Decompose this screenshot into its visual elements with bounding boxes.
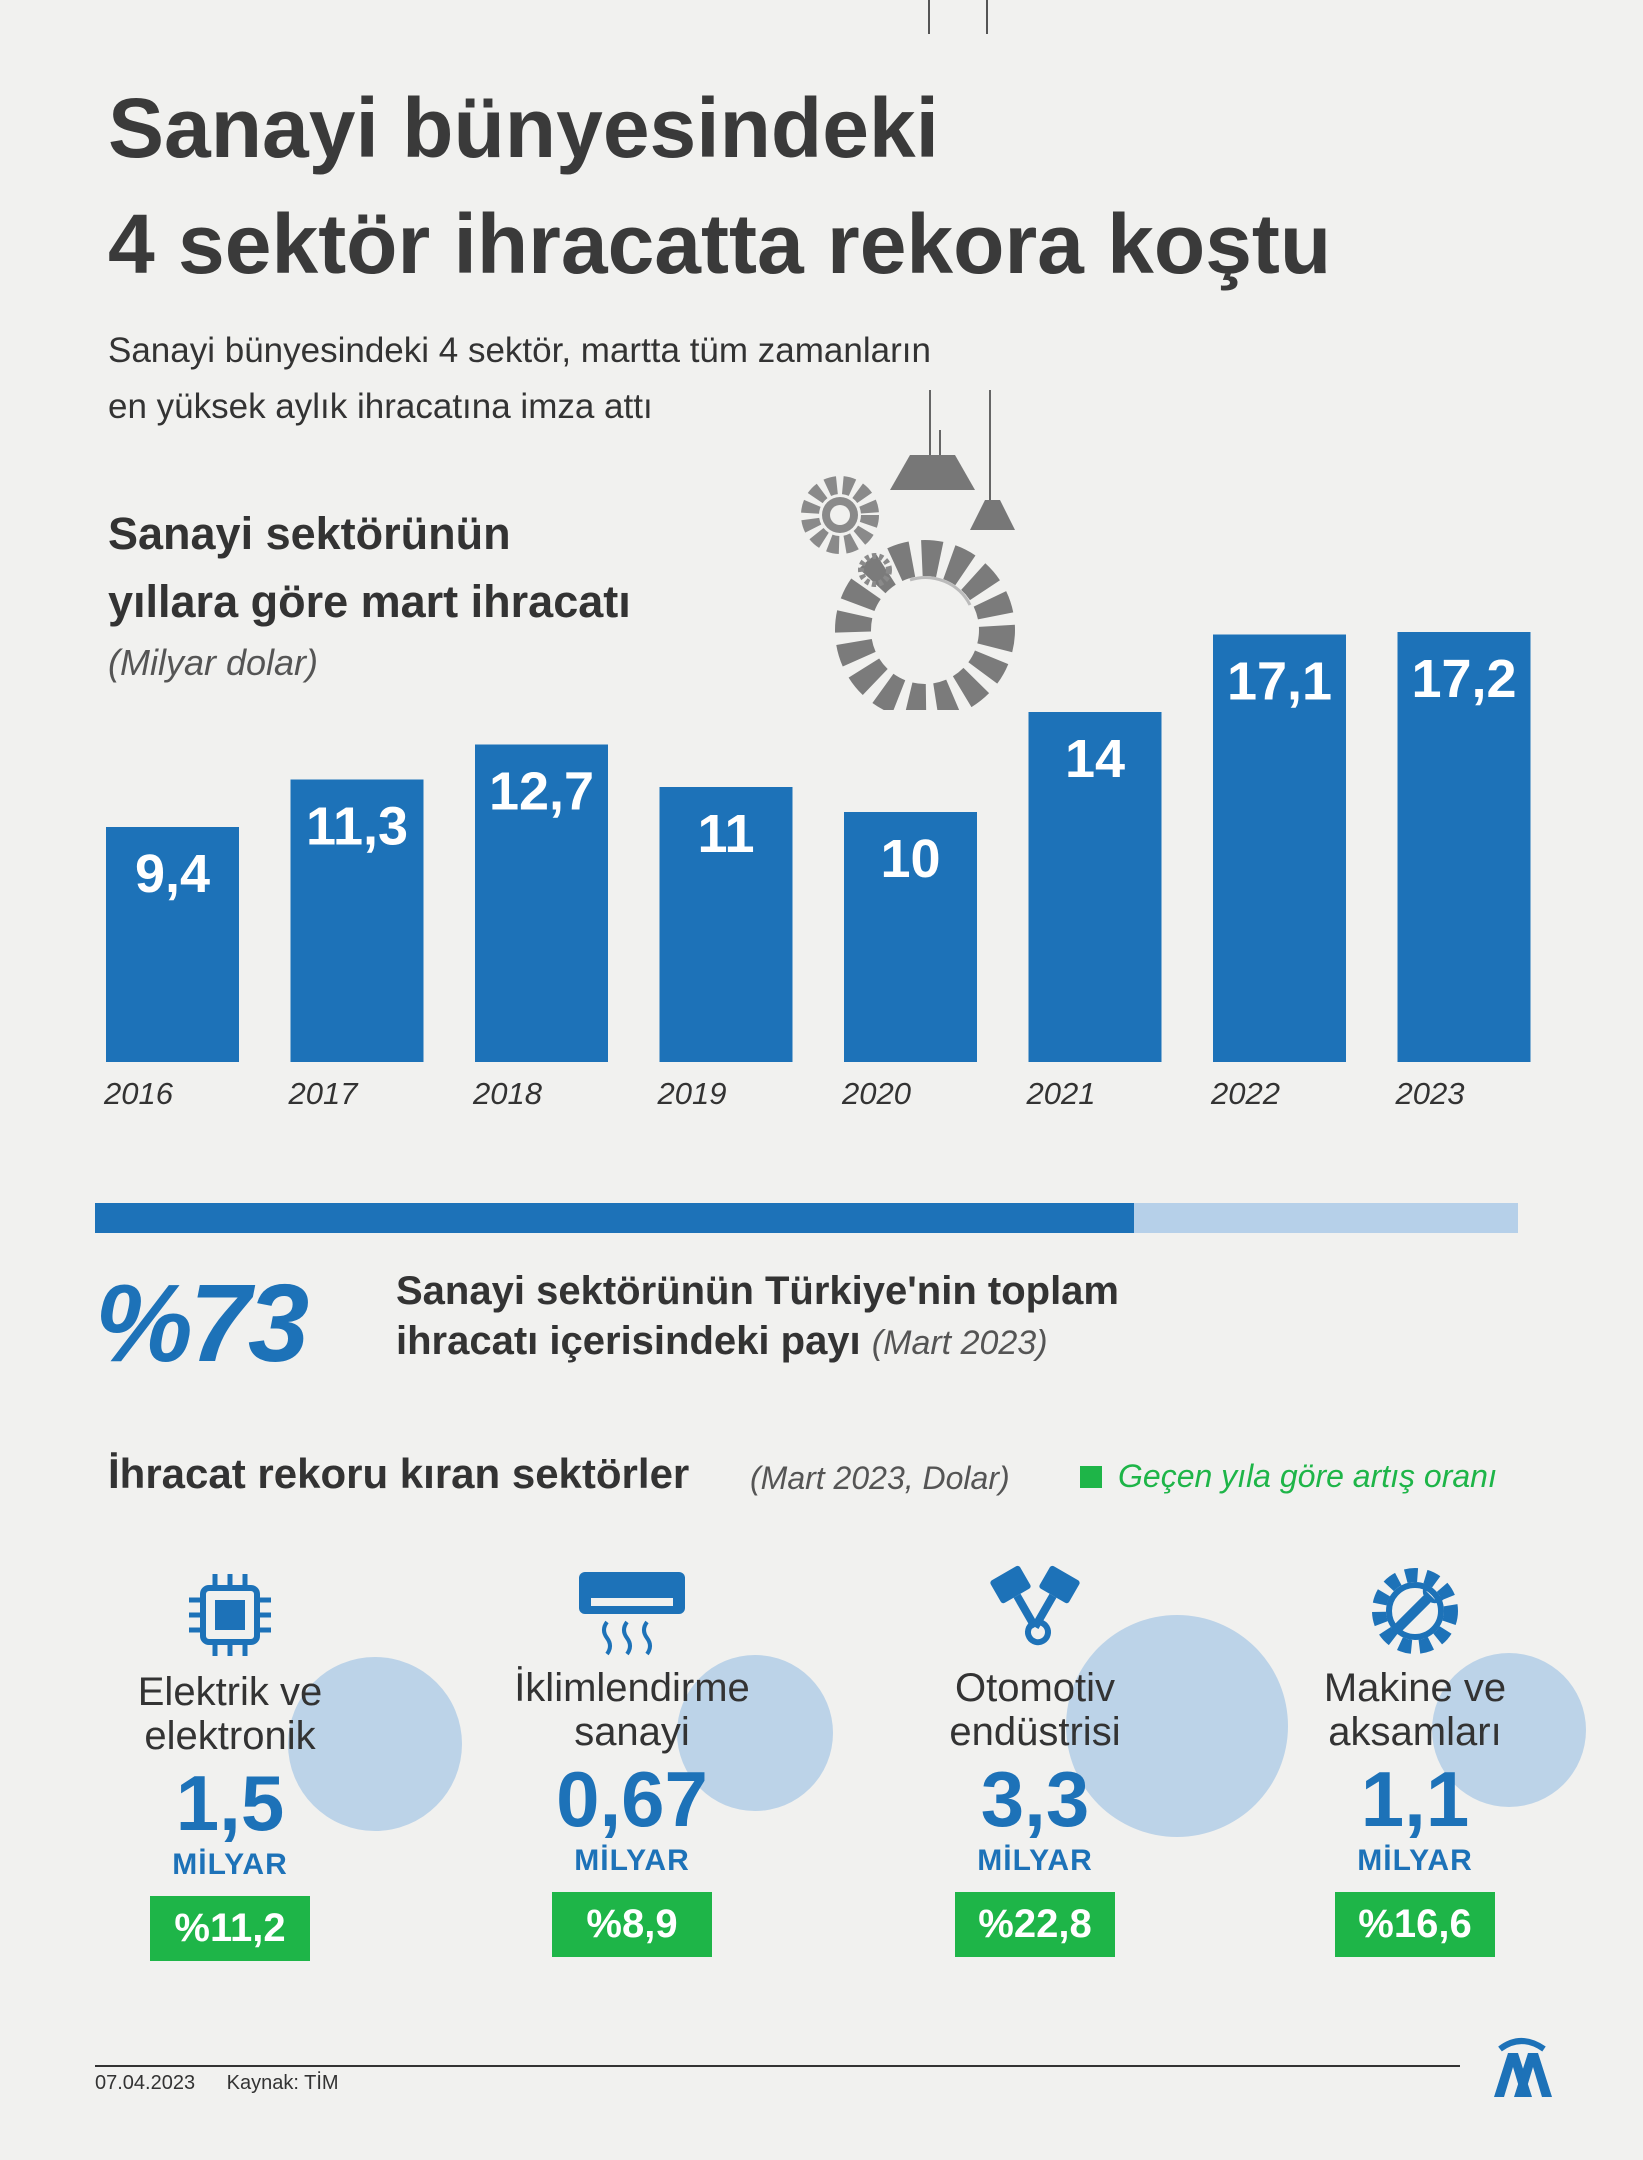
share-desc-note: (Mart 2023) — [871, 1324, 1048, 1362]
chart-unit: (Milyar dolar) — [108, 642, 319, 683]
share-percentage: %73 — [95, 1262, 309, 1385]
air-conditioner-icon — [492, 1556, 772, 1666]
bar-2019 — [659, 787, 793, 1062]
sector-card-automotive: Otomotiv endüstrisi 3,3 MİLYAR %22,8 — [895, 1556, 1175, 1957]
decorative-bubble — [1066, 1615, 1288, 1837]
sector-unit: MİLYAR — [1357, 1844, 1473, 1877]
bar-2021 — [1028, 712, 1162, 1062]
sector-name-line: Otomotiv — [954, 1666, 1116, 1710]
bar-value-label: 11 — [697, 804, 754, 864]
legend: Geçen yıla göre artış oranı — [1080, 1458, 1497, 1495]
bar-2020 — [844, 812, 977, 1062]
x-tick-label: 2021 — [1026, 1076, 1096, 1111]
sector-name: İklimlendirme sanayi — [492, 1666, 772, 1754]
sectors-note: (Mart 2023, Dolar) — [750, 1460, 1010, 1496]
decorative-bubble — [1432, 1653, 1586, 1807]
sector-unit: MİLYAR — [574, 1844, 690, 1877]
footer-date: 07.04.2023 — [95, 2072, 196, 2094]
legend-swatch — [1080, 1465, 1102, 1488]
sector-name-line: Makine ve — [1323, 1666, 1507, 1710]
x-tick-label: 2022 — [1210, 1076, 1280, 1111]
chip-icon — [90, 1560, 370, 1670]
x-tick-label: 2020 — [841, 1076, 911, 1111]
footer-source: Kaynak: TİM — [226, 2072, 339, 2094]
share-desc-line: ihracatı içerisindeki payı — [396, 1319, 861, 1363]
hanging-line — [928, 0, 930, 34]
sector-unit: MİLYAR — [172, 1848, 288, 1881]
bar-chart: 9,4 2016 11,3 2017 12,7 2018 11 2019 10 2020 14 202… — [103, 632, 1531, 1111]
aa-logo-icon — [1494, 2038, 1552, 2097]
bar-2017 — [290, 779, 424, 1062]
gears-icon — [801, 390, 1015, 710]
title-line: Sanayi bünyesindeki — [108, 81, 939, 175]
sector-change-badge: %16,6 — [1335, 1892, 1495, 1957]
page-subtitle: Sanayi bünyesindeki 4 sektör, martta tüm… — [108, 323, 931, 435]
sector-name-line: aksamları — [1328, 1710, 1502, 1754]
bar-value-label: 17,2 — [1411, 649, 1516, 709]
sector-card-hvac: İklimlendirme sanayi 0,67 MİLYAR %8,9 — [492, 1556, 772, 1957]
sector-change-badge: %8,9 — [552, 1892, 712, 1957]
sector-value: 3,3 — [980, 1755, 1090, 1843]
sector-value: 0,67 — [556, 1755, 708, 1843]
sectors-title: İhracat rekoru kıran sektörler — [108, 1450, 690, 1497]
x-tick-label: 2017 — [288, 1076, 360, 1111]
decorative-bubble — [288, 1657, 462, 1831]
bar-value-label: 17,1 — [1227, 652, 1332, 712]
chart-title-line: yıllara göre mart ihracatı — [108, 576, 631, 627]
sector-unit: MİLYAR — [977, 1844, 1093, 1877]
sector-name-line: Elektrik ve — [137, 1670, 323, 1714]
share-desc-line: Sanayi sektörünün Türkiye'nin toplam — [396, 1269, 1119, 1313]
hanging-line — [986, 0, 988, 34]
bar-2022 — [1213, 634, 1346, 1062]
page-title: Sanayi bünyesindeki 4 sektör ihracatta r… — [108, 70, 1331, 302]
footer-divider — [95, 2065, 1460, 2067]
share-progress-fill — [95, 1203, 1134, 1233]
decorative-bubble — [677, 1655, 833, 1811]
sector-name-line: sanayi — [574, 1710, 690, 1754]
bar-value-label: 9,4 — [135, 844, 210, 904]
subtitle-line: Sanayi bünyesindeki 4 sektör, martta tüm… — [108, 331, 931, 370]
legend-label: Geçen yıla göre artış oranı — [1118, 1458, 1497, 1494]
sector-change-badge: %22,8 — [955, 1892, 1115, 1957]
chart-title-line: Sanayi sektörünün — [108, 508, 511, 559]
share-progress-track — [95, 1203, 1518, 1233]
chart-title: Sanayi sektörünün yıllara göre mart ihra… — [108, 500, 631, 636]
sector-name: Elektrik ve elektronik — [90, 1670, 370, 1758]
x-tick-label: 2019 — [657, 1076, 727, 1111]
bar-2018 — [475, 744, 608, 1062]
bar-value-label: 14 — [1065, 729, 1125, 789]
sector-name-line: endüstrisi — [949, 1710, 1121, 1754]
bar-2023 — [1397, 632, 1531, 1062]
footer: 07.04.2023 Kaynak: TİM — [95, 2072, 365, 2095]
sector-value: 1,5 — [175, 1759, 285, 1847]
sector-change-badge: %11,2 — [150, 1896, 310, 1961]
x-tick-label: 2023 — [1395, 1076, 1465, 1111]
sector-name-line: İklimlendirme — [514, 1666, 750, 1710]
subtitle-line: en yüksek aylık ihracatına imza attı — [108, 387, 653, 426]
share-description: Sanayi sektörünün Türkiye'nin toplam ihr… — [396, 1266, 1119, 1368]
bar-value-label: 11,3 — [306, 797, 408, 857]
bar-value-label: 10 — [880, 829, 940, 889]
title-line: 4 sektör ihracatta rekora koştu — [108, 197, 1332, 291]
bar-value-label: 12,7 — [489, 762, 594, 822]
sector-name: Makine ve aksamları — [1275, 1666, 1555, 1754]
sector-value: 1,1 — [1360, 1755, 1470, 1843]
x-tick-label: 2016 — [103, 1076, 174, 1111]
piston-icon — [895, 1556, 1175, 1666]
sector-card-electronics: Elektrik ve elektronik 1,5 MİLYAR %11,2 — [90, 1560, 370, 1961]
bar-2016 — [106, 827, 239, 1062]
sector-card-machinery: Makine ve aksamları 1,1 MİLYAR %16,6 — [1275, 1556, 1555, 1957]
sector-name: Otomotiv endüstrisi — [895, 1666, 1175, 1754]
sector-name-line: elektronik — [144, 1714, 316, 1758]
gear-wrench-icon — [1275, 1556, 1555, 1666]
x-tick-label: 2018 — [472, 1076, 543, 1111]
